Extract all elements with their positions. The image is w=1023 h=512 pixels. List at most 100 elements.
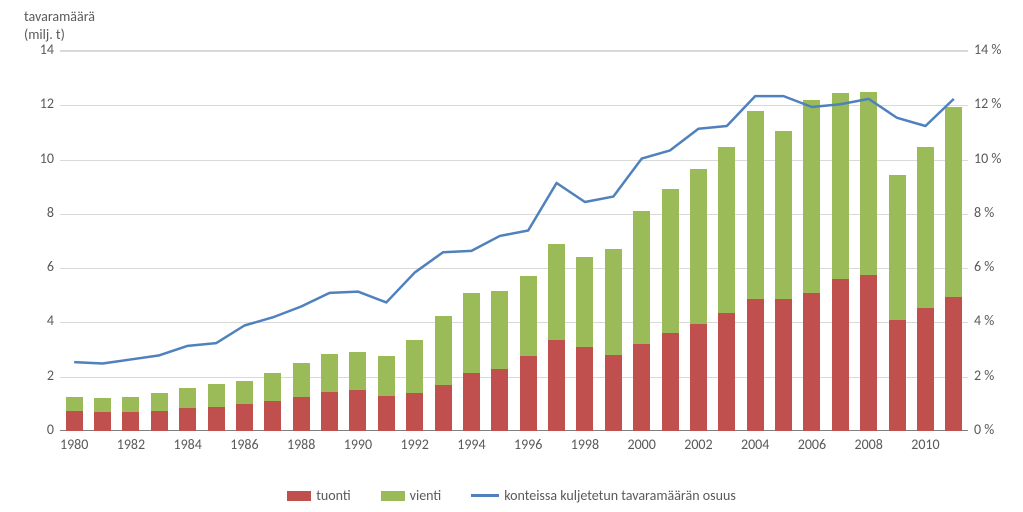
bar-tuonti [548, 340, 565, 431]
legend-swatch-vienti [381, 491, 405, 501]
bar-tuonti [860, 275, 877, 431]
legend-swatch-tuonti [287, 491, 311, 501]
bar-tuonti [406, 393, 423, 431]
bar-tuonti [945, 297, 962, 431]
bar-tuonti [435, 385, 452, 431]
y-tick-right: 6 % [974, 258, 994, 275]
x-tick: 1986 [216, 436, 273, 453]
bar-vienti [775, 131, 792, 299]
bar-vienti [860, 92, 877, 275]
bar-vienti [463, 293, 480, 373]
x-tick: 2010 [897, 436, 954, 453]
y-tick-left: 6 [20, 258, 54, 275]
bar-tuonti [576, 347, 593, 431]
y-tick-left: 8 [20, 204, 54, 221]
y-tick-right: 0 % [974, 421, 994, 438]
x-tick: 1984 [159, 436, 216, 453]
x-tick: 1998 [557, 436, 614, 453]
y-tick-right: 8 % [974, 204, 994, 221]
bar-vienti [548, 244, 565, 340]
bar-vienti [520, 276, 537, 356]
legend: tuonti vienti konteissa kuljetetun tavar… [0, 487, 1023, 504]
x-tick: 1996 [500, 436, 557, 453]
bar-vienti [406, 340, 423, 393]
x-tick: 1994 [443, 436, 500, 453]
y-tick-right: 12 % [974, 95, 1001, 112]
bar-tuonti [236, 404, 253, 431]
bar-vienti [889, 175, 906, 320]
bar-vienti [718, 147, 735, 313]
bar-vienti [803, 100, 820, 293]
bar-vienti [662, 189, 679, 333]
bar-tuonti [747, 299, 764, 431]
bar-tuonti [179, 408, 196, 431]
bar-tuonti [605, 355, 622, 431]
bar-vienti [264, 373, 281, 402]
bar-tuonti [718, 313, 735, 431]
bar-vienti [378, 356, 395, 395]
bar-tuonti [491, 369, 508, 431]
legend-label-vienti: vienti [410, 487, 442, 504]
legend-swatch-line [471, 494, 499, 497]
y-tick-right: 4 % [974, 312, 994, 329]
legend-label-line: konteissa kuljetetun tavaramäärän osuus [504, 487, 736, 504]
x-tick: 1990 [330, 436, 387, 453]
bar-tuonti [208, 407, 225, 431]
x-tick: 1982 [103, 436, 160, 453]
x-tick: 1988 [273, 436, 330, 453]
bar-vienti [208, 384, 225, 407]
y-tick-left: 2 [20, 367, 54, 384]
bar-vienti [633, 211, 650, 344]
y-axis-title-line1: tavaramäärä [24, 8, 95, 25]
bar-tuonti [832, 279, 849, 431]
legend-item-vienti: vienti [381, 487, 442, 504]
bar-vienti [122, 397, 139, 412]
bar-tuonti [122, 412, 139, 431]
bar-tuonti [66, 411, 83, 431]
bar-vienti [576, 257, 593, 347]
bar-vienti [66, 397, 83, 411]
bar-tuonti [662, 333, 679, 431]
bar-vienti [151, 393, 168, 411]
bar-vienti [349, 352, 366, 390]
y-tick-left: 10 [20, 150, 54, 167]
x-tick: 1992 [386, 436, 443, 453]
x-tick: 2004 [727, 436, 784, 453]
y-tick-right: 14 % [974, 41, 1001, 58]
bar-tuonti [321, 392, 338, 431]
bar-vienti [94, 398, 111, 412]
legend-label-tuonti: tuonti [316, 487, 350, 504]
bar-vienti [179, 388, 196, 408]
gridline [60, 51, 968, 52]
bar-tuonti [520, 356, 537, 431]
bar-tuonti [94, 412, 111, 431]
legend-item-tuonti: tuonti [287, 487, 350, 504]
bar-tuonti [264, 401, 281, 431]
bar-tuonti [378, 396, 395, 431]
bar-tuonti [349, 390, 366, 431]
plot-area [60, 50, 968, 431]
bar-tuonti [633, 344, 650, 431]
legend-item-line: konteissa kuljetetun tavaramäärän osuus [471, 487, 736, 504]
bar-tuonti [151, 411, 168, 431]
bar-vienti [236, 381, 253, 404]
bar-vienti [832, 93, 849, 279]
y-tick-right: 2 % [974, 367, 994, 384]
bar-tuonti [463, 373, 480, 431]
x-tick: 2000 [613, 436, 670, 453]
y-tick-right: 10 % [974, 150, 1001, 167]
bar-vienti [605, 249, 622, 355]
bar-vienti [690, 169, 707, 324]
bar-vienti [435, 316, 452, 385]
chart-container: tavaramäärä (milj. t) tuonti vienti kont… [0, 0, 1023, 512]
bar-vienti [747, 111, 764, 300]
bar-tuonti [803, 293, 820, 431]
bar-tuonti [690, 324, 707, 431]
bar-tuonti [293, 397, 310, 431]
x-tick: 2006 [784, 436, 841, 453]
x-tick: 2002 [670, 436, 727, 453]
x-tick: 2008 [840, 436, 897, 453]
bar-vienti [491, 291, 508, 368]
bar-tuonti [889, 320, 906, 431]
y-tick-left: 14 [20, 41, 54, 58]
